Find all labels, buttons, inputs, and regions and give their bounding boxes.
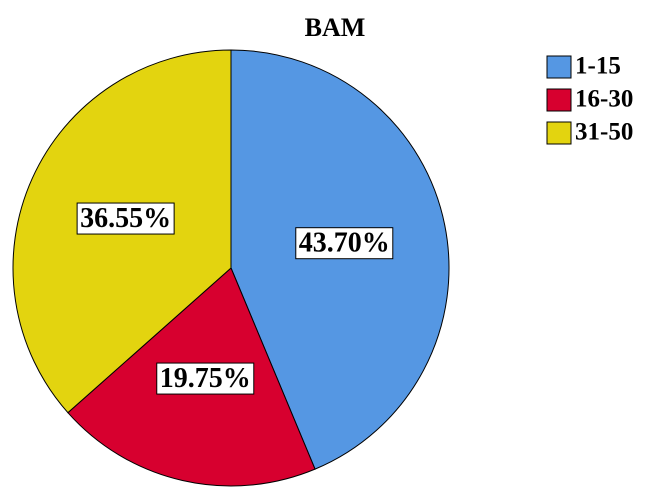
data-label: 36.55% (80, 203, 171, 234)
data-label-group: 36.55% (76, 202, 175, 235)
data-label: 43.70% (299, 228, 390, 259)
chart-title: BAM (305, 13, 366, 42)
data-label-box (295, 227, 394, 260)
data-label-box (156, 362, 255, 395)
legend-label: 31-50 (575, 119, 633, 146)
legend-label: 16-30 (575, 86, 633, 113)
pie-slice (230, 49, 450, 470)
data-label-group: 43.70% (295, 227, 394, 260)
data-label-group: 19.75% (156, 362, 255, 395)
legend-label: 1-15 (575, 53, 621, 80)
data-label: 19.75% (160, 363, 251, 394)
legend-swatch (546, 88, 572, 112)
data-label-box (76, 202, 175, 235)
legend-swatch (546, 121, 572, 145)
legend-swatch (546, 55, 572, 79)
